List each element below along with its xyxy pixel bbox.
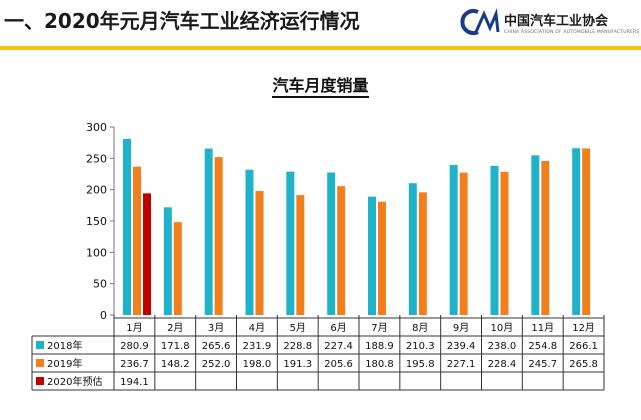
bar-2018 — [204, 148, 213, 315]
x-category-label: 6月 — [330, 322, 346, 334]
x-category-label: 9月 — [453, 322, 469, 334]
data-label: 228.8 — [283, 341, 312, 352]
data-label: 148.2 — [161, 359, 190, 370]
bar-2019 — [173, 222, 182, 315]
logo-mark-icon — [460, 8, 500, 35]
y-tick-label: 50 — [93, 278, 107, 291]
x-category-label: 4月 — [249, 322, 265, 334]
logo: 中国汽车工业协会 CHINA ASSOCIATION OF AUTOMOBILE… — [458, 6, 640, 42]
data-label: 171.8 — [161, 341, 190, 352]
data-label: 210.3 — [406, 341, 435, 352]
y-tick-label: 250 — [86, 152, 107, 165]
bar-2019 — [214, 157, 223, 315]
data-label: 265.6 — [202, 341, 231, 352]
legend-swatch — [36, 341, 44, 349]
bar-2019 — [378, 201, 386, 315]
x-category-label: 5月 — [290, 322, 306, 334]
data-label: 266.1 — [569, 341, 598, 352]
bar-2019 — [459, 172, 468, 315]
data-label: 236.7 — [120, 359, 149, 370]
logo-subtitle: CHINA ASSOCIATION OF AUTOMOBILE MANUFACT… — [504, 30, 640, 35]
data-label: 228.4 — [488, 359, 517, 370]
bar-2019 — [296, 195, 305, 315]
data-label: 238.0 — [488, 341, 517, 352]
data-label: 239.4 — [447, 341, 476, 352]
data-label: 180.8 — [365, 359, 394, 370]
x-category-label: 2月 — [167, 322, 183, 334]
bar-2019 — [541, 161, 550, 315]
data-label: 254.8 — [528, 341, 557, 352]
x-category-label: 3月 — [208, 322, 224, 334]
data-label: 205.6 — [324, 359, 353, 370]
data-label: 195.8 — [406, 359, 435, 370]
bar-2019 — [418, 192, 427, 315]
data-label: 252.0 — [202, 359, 231, 370]
x-category-label: 1月 — [126, 322, 142, 334]
bar-2019 — [337, 186, 346, 315]
bar-2018 — [327, 172, 336, 315]
data-label: 245.7 — [528, 359, 557, 370]
bar-2018 — [449, 164, 458, 315]
x-category-label: 10月 — [491, 322, 514, 334]
x-category-label: 12月 — [572, 322, 595, 334]
x-category-label: 11月 — [531, 322, 554, 334]
bar-2018 — [531, 155, 540, 315]
bar-2018 — [368, 196, 376, 315]
y-tick-label: 100 — [86, 246, 107, 259]
chart-title: 汽车月度销量 — [0, 72, 641, 98]
y-tick-label: 300 — [86, 121, 107, 134]
header-divider — [0, 46, 641, 50]
x-category-label: 8月 — [412, 322, 428, 334]
bar-2018 — [245, 169, 254, 315]
bar-2019 — [133, 166, 141, 315]
x-category-label: 7月 — [371, 322, 387, 334]
bar-2019 — [255, 190, 264, 315]
logo-name: 中国汽车工业协会 — [504, 14, 609, 29]
legend-swatch — [36, 359, 44, 367]
data-label: 227.4 — [324, 341, 353, 352]
data-label: 198.0 — [243, 359, 272, 370]
y-tick-label: 200 — [86, 184, 107, 197]
bar-2018 — [123, 138, 131, 315]
legend-label: 2018年 — [47, 339, 82, 352]
legend-label: 2020年预估 — [47, 375, 102, 388]
bar-2018 — [408, 183, 417, 315]
legend-label: 2019年 — [47, 357, 82, 370]
data-label: 188.9 — [365, 341, 394, 352]
bar-2019 — [500, 171, 509, 315]
bar-2019 — [582, 148, 591, 315]
bar-2018 — [490, 165, 499, 315]
page-title: 一、2020年元月汽车工业经济运行情况 — [4, 9, 360, 33]
data-label: 227.1 — [447, 359, 476, 370]
y-tick-label: 150 — [86, 215, 107, 228]
bar-2018 — [286, 171, 295, 315]
data-label: 191.3 — [283, 359, 312, 370]
data-label: 280.9 — [120, 341, 149, 352]
legend-swatch — [36, 377, 44, 385]
data-label: 194.1 — [120, 377, 149, 388]
bar-2018 — [163, 207, 172, 315]
chart-title-text: 汽车月度销量 — [272, 76, 369, 98]
data-label: 231.9 — [243, 341, 272, 352]
data-label: 265.8 — [569, 359, 598, 370]
bar-2020 — [143, 193, 151, 315]
bar-2018 — [572, 148, 581, 315]
y-tick-label: 0 — [100, 309, 107, 322]
